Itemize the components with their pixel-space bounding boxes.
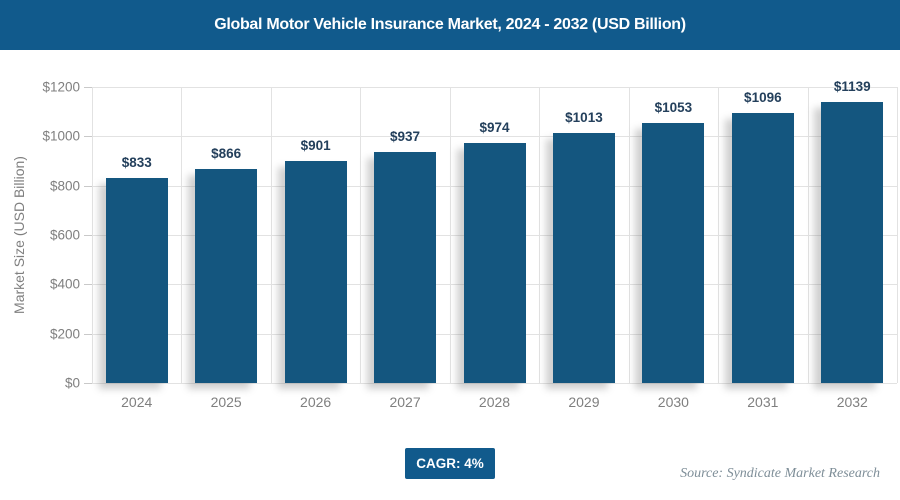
v-gridline [807, 87, 809, 383]
chart-title-bar: Global Motor Vehicle Insurance Market, 2… [0, 0, 900, 50]
y-tick-label: $1000 [42, 128, 80, 144]
y-tick-label: $200 [49, 325, 80, 341]
v-gridline [92, 87, 93, 383]
bar-2028 [463, 142, 526, 383]
v-gridline [360, 87, 362, 383]
v-gridline [449, 87, 451, 383]
x-tick-label: 2026 [300, 394, 332, 410]
v-gridline [718, 87, 720, 383]
y-tick-label: $1200 [42, 79, 80, 95]
source-credit: Source: Syndicate Market Research [680, 466, 880, 481]
v-gridline [897, 87, 898, 383]
h-gridline [92, 383, 897, 384]
bar-value-label: $1053 [654, 100, 693, 116]
y-tick-mark [84, 235, 92, 236]
bar-2027 [374, 151, 437, 383]
y-tick-mark [84, 333, 92, 335]
bar-value-label: $937 [390, 128, 421, 144]
bar-value-label: $866 [211, 146, 242, 162]
bar-value-label: $1096 [744, 89, 782, 105]
x-tick-label: 2029 [568, 394, 600, 410]
bar-value-label: $901 [300, 137, 331, 153]
bar-value-label: $833 [121, 154, 152, 170]
bar-value-label: $1013 [565, 110, 603, 126]
h-gridline [92, 136, 897, 138]
y-tick-mark [84, 136, 92, 138]
bar-value-label: $1139 [833, 79, 871, 95]
v-gridline [628, 87, 630, 383]
y-tick-mark [84, 383, 92, 384]
bar-value-label: $974 [479, 119, 510, 135]
cagr-badge: CAGR: 4% [405, 448, 495, 479]
x-tick-label: 2028 [478, 394, 511, 410]
bar-2026 [284, 160, 347, 383]
bar-2030 [642, 123, 705, 383]
bar-2029 [552, 133, 615, 383]
v-gridline [181, 87, 183, 383]
y-tick-mark [84, 284, 92, 286]
x-tick-label: 2031 [747, 394, 779, 410]
bar-2025 [195, 169, 258, 383]
h-gridline [92, 87, 897, 88]
y-tick-mark [84, 185, 92, 187]
x-tick-label: 2024 [121, 394, 153, 410]
v-gridline [270, 87, 272, 383]
x-tick-label: 2027 [389, 394, 421, 410]
bar-2032 [821, 102, 884, 383]
v-gridline [539, 87, 541, 383]
chart-title: Global Motor Vehicle Insurance Market, 2… [214, 16, 686, 33]
y-tick-label: $600 [49, 227, 80, 243]
y-tick-mark [84, 87, 92, 88]
x-tick-label: 2030 [657, 394, 689, 410]
bar-2024 [105, 177, 168, 383]
bar-2031 [731, 112, 794, 383]
x-tick-label: 2032 [836, 394, 868, 410]
x-tick-label: 2025 [210, 394, 242, 410]
y-tick-label: $400 [49, 276, 80, 292]
y-tick-label: $800 [49, 177, 80, 193]
y-tick-label: $0 [64, 375, 80, 391]
